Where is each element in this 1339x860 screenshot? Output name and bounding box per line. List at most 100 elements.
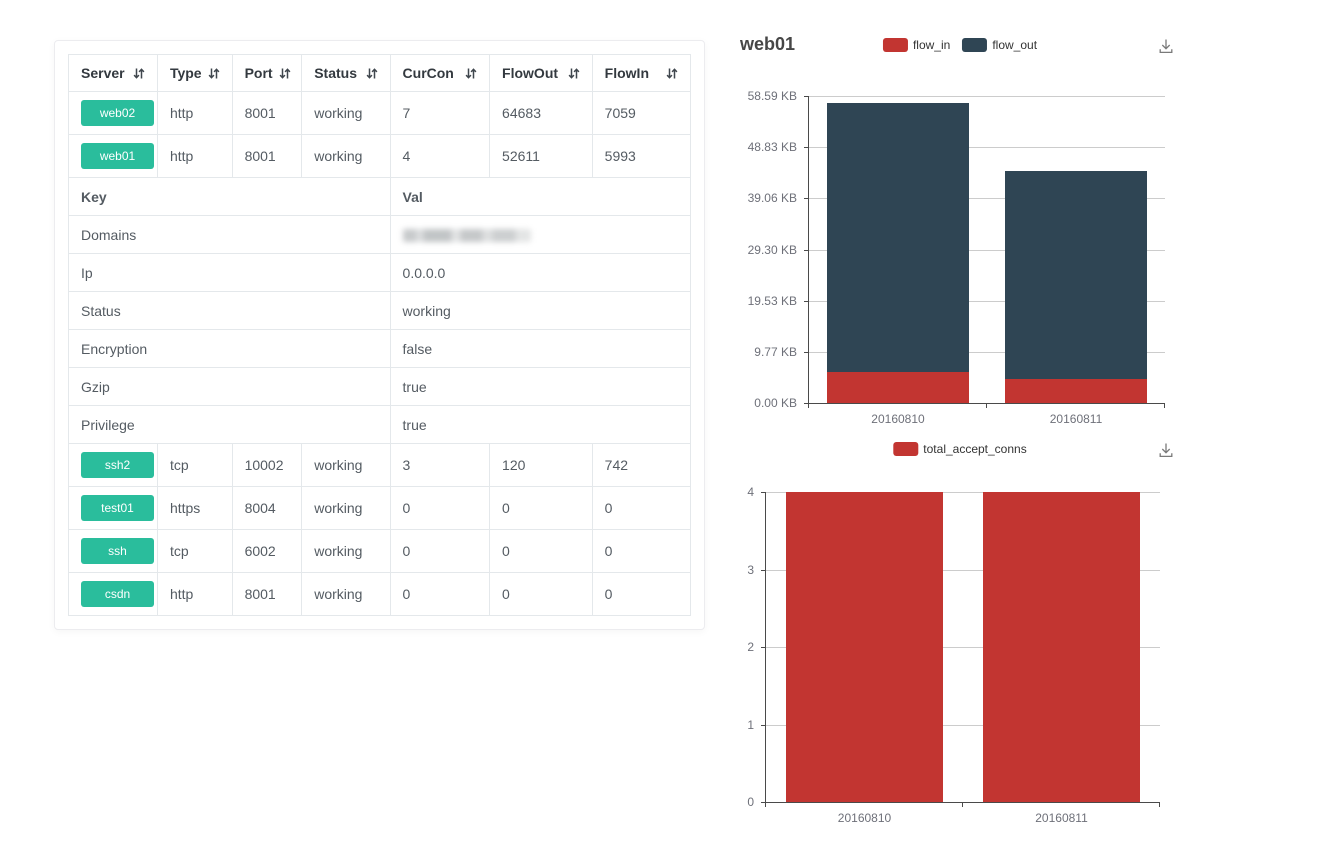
legend-item-total_accept_conns[interactable]: total_accept_conns <box>893 442 1027 456</box>
sort-icon <box>666 67 678 79</box>
val-cell: working <box>389 291 692 330</box>
key-cell: Encryption <box>68 329 391 368</box>
status-cell: working <box>301 572 391 616</box>
y-axis-label: 4 <box>747 485 754 499</box>
curcon-cell: 0 <box>389 529 491 573</box>
val-cell <box>389 215 692 254</box>
server-name-button[interactable]: web01 <box>81 143 154 169</box>
column-header-port[interactable]: Port <box>231 54 303 92</box>
legend-item-flow_in[interactable]: flow_in <box>882 38 950 52</box>
curcon-cell: 0 <box>389 572 491 616</box>
column-label: CurCon <box>402 65 454 81</box>
y-axis-label: 19.53 KB <box>747 293 797 308</box>
val-cell: false <box>389 329 692 368</box>
connections-chart: total_accept_conns 4 3 2 1 0 20160810 20160811 <box>740 432 1180 832</box>
curcon-cell: 4 <box>389 134 491 178</box>
save-as-image-button[interactable] <box>1154 438 1178 465</box>
x-axis-tick <box>765 802 766 807</box>
y-axis-label: 3 <box>747 562 754 577</box>
val-cell: true <box>389 367 692 406</box>
flow-chart-plot-wrap: 58.59 KB 48.83 KB 39.06 KB 29.30 KB 19.53 KB… <box>748 89 1165 426</box>
key-cell: Gzip <box>68 367 391 406</box>
x-axis-label: 20160810 <box>871 412 925 426</box>
column-label: Status <box>314 65 358 81</box>
column-header-server[interactable]: Server <box>68 54 158 92</box>
y-axis-tick <box>761 802 766 803</box>
key-cell: Privilege <box>68 405 391 444</box>
gridline <box>809 351 1165 353</box>
flowout-cell: 64683 <box>489 91 593 135</box>
x-axis-tick <box>808 403 809 408</box>
key-val-row: Encryption false <box>68 329 692 368</box>
key-header: Key <box>68 177 391 216</box>
server-name-button[interactable]: test01 <box>81 495 154 521</box>
y-axis-label: 29.30 KB <box>747 242 797 257</box>
key-val-row: Privilege true <box>68 405 692 444</box>
flowout-cell: 120 <box>489 443 593 487</box>
bar-segment-flow_in[interactable] <box>1004 379 1148 403</box>
x-axis-tick <box>986 403 987 408</box>
x-axis-tick <box>962 802 963 807</box>
y-axis-tick <box>761 569 766 571</box>
gridline <box>766 569 1160 571</box>
download-icon <box>1159 39 1173 54</box>
server-name-button[interactable]: web02 <box>81 100 154 126</box>
type-cell: tcp <box>156 529 233 573</box>
server-table-row: web01 http 8001 working 4 52611 5993 <box>68 134 692 178</box>
column-label: FlowOut <box>502 65 559 81</box>
y-axis-label: 1 <box>747 717 754 732</box>
y-axis-tick <box>761 724 766 726</box>
legend-swatch <box>882 38 908 52</box>
bar-segment-total_accept_conns[interactable] <box>982 492 1141 802</box>
x-axis-tick <box>1159 802 1160 807</box>
port-cell: 8001 <box>231 134 303 178</box>
download-icon <box>1159 443 1173 458</box>
port-cell: 10002 <box>231 443 303 487</box>
y-axis-tick <box>804 198 809 200</box>
column-header-status[interactable]: Status <box>301 54 391 92</box>
curcon-cell: 0 <box>389 486 491 530</box>
y-axis-tick <box>804 403 809 404</box>
bar-segment-total_accept_conns[interactable] <box>785 492 944 802</box>
y-axis-tick <box>804 249 809 251</box>
legend-label: total_accept_conns <box>923 442 1027 456</box>
gridline <box>809 249 1165 251</box>
y-axis-label: 39.06 KB <box>747 191 797 206</box>
legend-item-flow_out[interactable]: flow_out <box>962 38 1037 52</box>
server-name-button[interactable]: ssh <box>81 538 154 564</box>
type-cell: http <box>156 572 233 616</box>
y-axis-label: 0.00 KB <box>754 396 797 410</box>
server-name-button[interactable]: csdn <box>81 581 154 607</box>
server-table: Server Type Port Status CurCon FlowOut F… <box>68 54 692 616</box>
key-val-row: Ip 0.0.0.0 <box>68 253 692 292</box>
legend-swatch <box>962 38 988 52</box>
y-axis-tick <box>761 647 766 648</box>
flowin-cell: 7059 <box>591 91 692 135</box>
redacted-value <box>402 229 531 243</box>
bar-segment-flow_in[interactable] <box>826 372 970 403</box>
column-header-type[interactable]: Type <box>156 54 233 92</box>
curcon-cell: 3 <box>389 443 491 487</box>
column-header-curcon[interactable]: CurCon <box>389 54 491 92</box>
key-val-row: Status working <box>68 291 692 330</box>
server-name-button[interactable]: ssh2 <box>81 452 154 478</box>
key-val-row: Domains <box>68 215 692 254</box>
key-val-row: Gzip true <box>68 367 692 406</box>
status-cell: working <box>301 91 391 135</box>
column-header-flowout[interactable]: FlowOut <box>489 54 593 92</box>
column-header-flowin[interactable]: FlowIn <box>591 54 692 92</box>
y-axis-label: 58.59 KB <box>747 89 797 103</box>
flowin-cell: 0 <box>591 572 692 616</box>
y-axis-label: 9.77 KB <box>754 344 797 359</box>
bar-segment-flow_out[interactable] <box>826 103 970 373</box>
server-table-card: Server Type Port Status CurCon FlowOut F… <box>54 40 705 630</box>
status-cell: working <box>301 486 391 530</box>
flowin-cell: 0 <box>591 529 692 573</box>
x-axis-label: 20160811 <box>1049 412 1103 426</box>
status-cell: working <box>301 529 391 573</box>
y-axis-label: 48.83 KB <box>747 140 797 155</box>
bar-segment-flow_out[interactable] <box>1004 170 1148 380</box>
status-cell: working <box>301 443 391 487</box>
column-label: Type <box>169 65 202 81</box>
save-as-image-button[interactable] <box>1154 34 1178 61</box>
